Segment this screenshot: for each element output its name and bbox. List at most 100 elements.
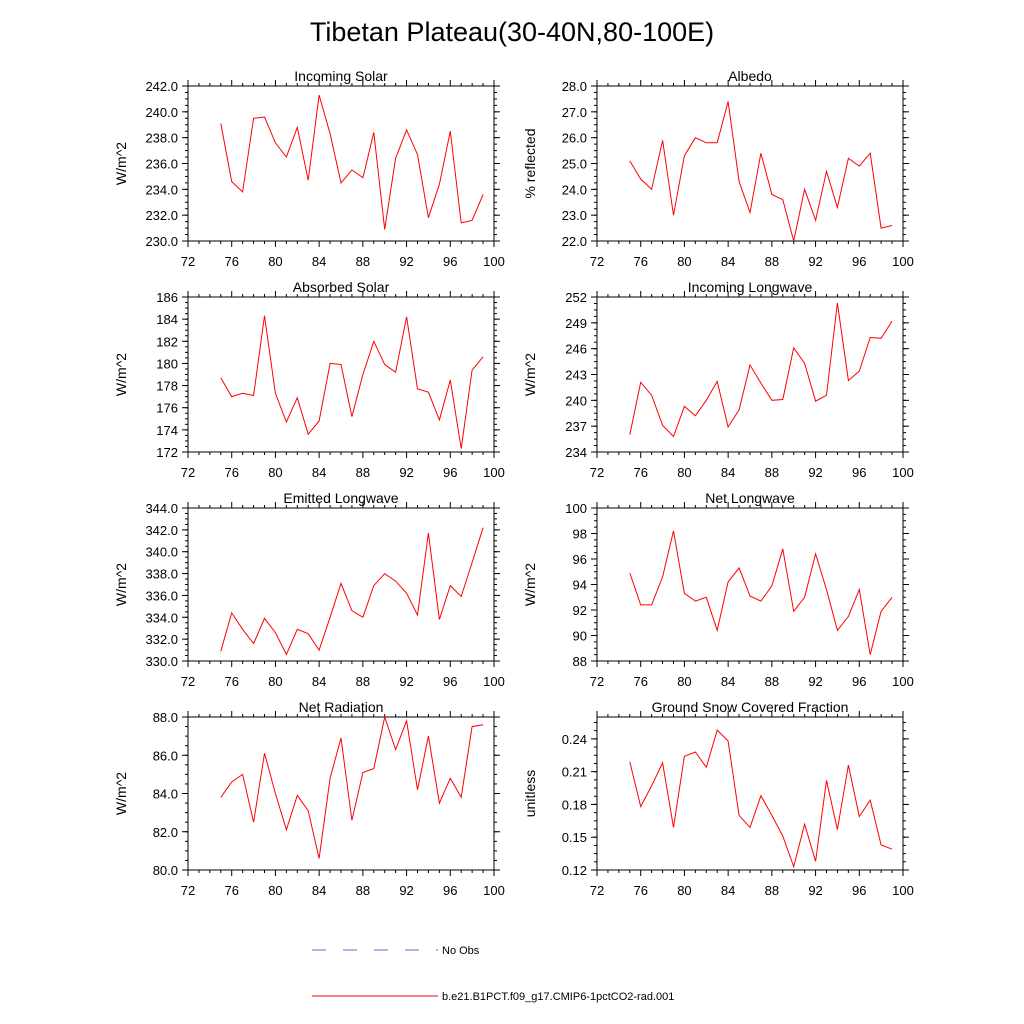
y-tick-label: 344.0 xyxy=(145,501,178,516)
y-tick-label: 23.0 xyxy=(562,208,587,223)
y-tick-label: 340.0 xyxy=(145,545,178,560)
x-tick-label: 80 xyxy=(268,465,282,480)
y-tick-label: 22.0 xyxy=(562,234,587,249)
x-tick-label: 96 xyxy=(443,254,457,269)
panel-title: Emitted Longwave xyxy=(283,490,398,506)
y-tick-label: 182 xyxy=(156,334,178,349)
x-tick-label: 72 xyxy=(181,254,195,269)
y-tick-label: 240.0 xyxy=(145,105,178,120)
plot-frame xyxy=(187,85,495,242)
x-tick-label: 84 xyxy=(721,674,735,689)
y-tick-label: 252 xyxy=(565,290,587,305)
x-tick-label: 72 xyxy=(181,465,195,480)
x-tick-label: 96 xyxy=(852,465,866,480)
y-axis-label: W/m^2 xyxy=(113,563,129,606)
panel-title: Incoming Longwave xyxy=(688,279,813,295)
x-tick-label: 84 xyxy=(312,465,326,480)
plot-frame xyxy=(596,716,904,871)
y-tick-label: 237 xyxy=(565,419,587,434)
y-tick-label: 234.0 xyxy=(145,182,178,197)
x-tick-label: 92 xyxy=(808,883,822,898)
x-tick-label: 96 xyxy=(443,465,457,480)
x-tick-label: 92 xyxy=(808,465,822,480)
y-tick-label: 90 xyxy=(573,629,587,644)
y-tick-label: 100 xyxy=(565,501,587,516)
y-tick-label: 88.0 xyxy=(153,710,178,725)
y-tick-label: 88 xyxy=(573,654,587,669)
x-tick-label: 72 xyxy=(590,465,604,480)
plot-frame xyxy=(187,296,495,453)
figure-title: Tibetan Plateau(30-40N,80-100E) xyxy=(310,17,714,47)
y-axis-label: W/m^2 xyxy=(522,563,538,606)
y-tick-label: 80.0 xyxy=(153,863,178,878)
x-tick-label: 80 xyxy=(677,674,691,689)
y-tick-label: 86.0 xyxy=(153,748,178,763)
x-tick-label: 100 xyxy=(892,883,914,898)
y-tick-label: 0.18 xyxy=(562,797,587,812)
panel-albedo: Albedo % reflected 72 76 80 84 88 92 96 100 22.0 23… xyxy=(522,68,914,269)
plot-frame xyxy=(596,507,904,662)
panel-net-longwave: Net Longwave W/m^2 72 76 80 84 88 92 96 100 88 90 92… xyxy=(522,490,914,689)
y-tick-label: 0.21 xyxy=(562,765,587,780)
y-tick-label: 249 xyxy=(565,316,587,331)
y-axis-label: W/m^2 xyxy=(522,353,538,396)
y-axis-label: % reflected xyxy=(522,128,538,198)
panel-title: Ground Snow Covered Fraction xyxy=(652,699,849,715)
series-line-emitted-longwave xyxy=(220,527,484,656)
y-tick-label: 178 xyxy=(156,379,178,394)
y-tick-label: 243 xyxy=(565,368,587,383)
series-line-net-longwave xyxy=(629,530,893,655)
panel-emitted-longwave: Emitted Longwave W/m^2 72 76 80 84 88 92 96 100 33… xyxy=(113,490,505,689)
y-tick-label: 246 xyxy=(565,342,587,357)
y-tick-label: 236.0 xyxy=(145,157,178,172)
x-tick-label: 88 xyxy=(356,465,370,480)
series-line-absorbed-solar xyxy=(220,315,484,449)
y-axis-label: unitless xyxy=(522,770,538,817)
x-tick-label: 100 xyxy=(892,465,914,480)
y-tick-label: 174 xyxy=(156,423,178,438)
y-tick-label: 240 xyxy=(565,393,587,408)
x-tick-label: 80 xyxy=(268,254,282,269)
y-tick-label: 232.0 xyxy=(145,208,178,223)
y-tick-label: 94 xyxy=(573,578,587,593)
x-tick-label: 92 xyxy=(399,674,413,689)
x-tick-label: 100 xyxy=(483,674,505,689)
legend-label-no-obs: No Obs xyxy=(442,945,480,957)
y-axis-label: W/m^2 xyxy=(113,142,129,185)
panel-title: Net Radiation xyxy=(299,699,384,715)
x-tick-label: 100 xyxy=(483,465,505,480)
y-tick-label: 82.0 xyxy=(153,825,178,840)
x-tick-label: 88 xyxy=(765,883,779,898)
x-tick-label: 96 xyxy=(852,674,866,689)
x-tick-label: 100 xyxy=(483,254,505,269)
x-tick-label: 92 xyxy=(399,883,413,898)
x-tick-label: 80 xyxy=(268,883,282,898)
series-line-incoming-longwave xyxy=(629,302,893,438)
x-tick-label: 76 xyxy=(224,883,238,898)
panel-absorbed-solar: Absorbed Solar W/m^2 72 76 80 84 88 92 96 100 172 1… xyxy=(113,279,505,480)
x-tick-label: 96 xyxy=(852,254,866,269)
legend: No Obs b.e21.B1PCT.f09_g17.CMIP6-1pctCO2… xyxy=(312,945,674,1003)
panel-title: Net Longwave xyxy=(705,490,795,506)
x-tick-label: 96 xyxy=(443,883,457,898)
x-tick-label: 76 xyxy=(633,465,647,480)
x-tick-label: 80 xyxy=(268,674,282,689)
panels: Incoming Solar W/m^2 72 76 80 84 88 92 96 100 230.… xyxy=(113,68,914,898)
series-line-incoming-solar xyxy=(220,94,484,230)
x-tick-label: 84 xyxy=(721,465,735,480)
y-tick-label: 238.0 xyxy=(145,131,178,146)
y-tick-label: 24.0 xyxy=(562,182,587,197)
x-tick-label: 100 xyxy=(483,883,505,898)
x-tick-label: 92 xyxy=(808,254,822,269)
y-tick-label: 336.0 xyxy=(145,588,178,603)
x-tick-label: 96 xyxy=(852,883,866,898)
y-tick-label: 172 xyxy=(156,445,178,460)
y-tick-label: 186 xyxy=(156,290,178,305)
y-tick-label: 28.0 xyxy=(562,79,587,94)
y-tick-label: 330.0 xyxy=(145,654,178,669)
x-tick-label: 72 xyxy=(590,883,604,898)
y-tick-label: 92 xyxy=(573,603,587,618)
y-tick-label: 242.0 xyxy=(145,79,178,94)
y-tick-label: 332.0 xyxy=(145,632,178,647)
